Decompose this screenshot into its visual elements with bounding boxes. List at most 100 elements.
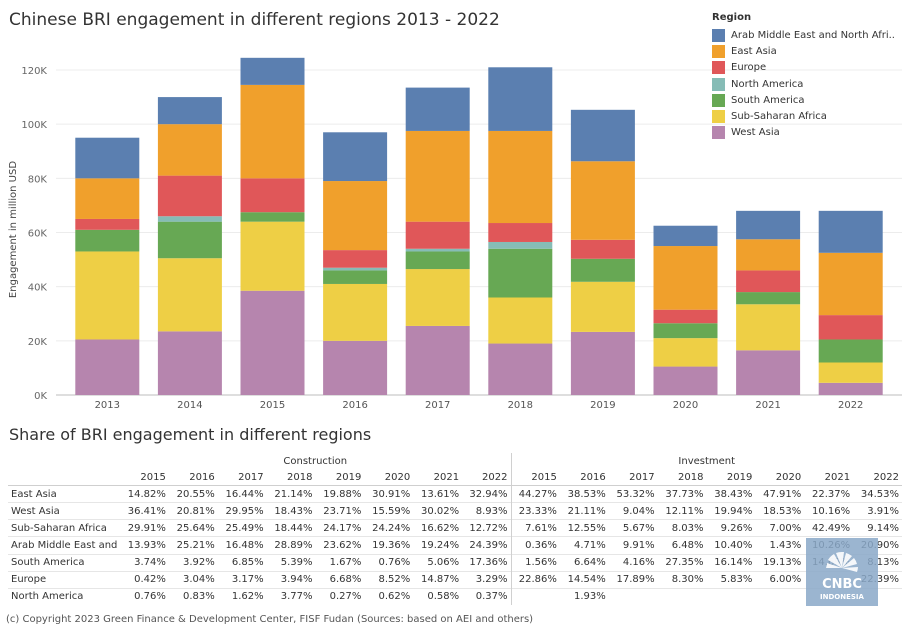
y-tick-label: 40K bbox=[28, 283, 48, 294]
year-header: 2017 bbox=[608, 469, 658, 487]
bar-segment bbox=[405, 251, 470, 270]
year-header: 2019 bbox=[315, 469, 365, 487]
x-tick-label: 2019 bbox=[590, 400, 615, 411]
year-header: 2016 bbox=[559, 469, 609, 487]
bar-segment bbox=[157, 97, 222, 125]
year-header: 2015 bbox=[120, 469, 169, 487]
table-cell: 16.14% bbox=[714, 557, 753, 569]
year-header: 2015 bbox=[510, 469, 560, 487]
group-header-investment: Investment bbox=[510, 453, 902, 470]
legend-title: Region bbox=[712, 12, 752, 23]
logo-text: CNBC bbox=[822, 577, 862, 592]
table-cell: 16.62% bbox=[420, 522, 460, 534]
year-header: 2016 bbox=[168, 469, 218, 487]
legend: Region Arab Middle East and North Afri..… bbox=[712, 12, 895, 141]
year-header: 2017 bbox=[217, 469, 267, 487]
table-cell: 6.48% bbox=[671, 540, 704, 552]
table-cell: 3.17% bbox=[231, 574, 264, 586]
bar-segment bbox=[736, 350, 801, 395]
table-cell bbox=[609, 588, 658, 605]
table-cell: 34.53% bbox=[860, 488, 899, 500]
table-cell: 3.94% bbox=[280, 574, 313, 586]
legend-swatch bbox=[712, 93, 725, 107]
table-cell: 8.52% bbox=[378, 574, 411, 586]
table-cell: 18.53% bbox=[763, 505, 802, 517]
table-cell: 9.91% bbox=[622, 540, 655, 552]
year-header: 2022 bbox=[462, 469, 511, 487]
table-cell: 0.76% bbox=[378, 557, 411, 569]
legend-item: North America bbox=[712, 76, 895, 92]
table-cell: 14.82% bbox=[127, 488, 166, 500]
bar-segment bbox=[323, 270, 388, 284]
table-cell: 19.36% bbox=[372, 540, 411, 552]
bar-segment bbox=[653, 309, 718, 324]
table-cell: 3.04% bbox=[182, 574, 215, 586]
y-tick-label: 20K bbox=[28, 337, 48, 348]
table-cell: 0.83% bbox=[182, 591, 215, 603]
legend-swatch bbox=[712, 44, 725, 58]
x-tick-label: 2022 bbox=[838, 400, 863, 411]
table-cell: 30.02% bbox=[420, 505, 460, 517]
bar-segment bbox=[570, 239, 635, 259]
table-cell: 0.36% bbox=[510, 536, 560, 555]
legend-item: East Asia bbox=[712, 43, 895, 59]
bar-segment bbox=[323, 250, 388, 268]
table-cell: 3.92% bbox=[182, 557, 215, 569]
x-tick-label: 2015 bbox=[260, 400, 285, 411]
table-cell: 6.85% bbox=[231, 557, 264, 569]
table-cell: 24.39% bbox=[469, 540, 508, 552]
bar-segment bbox=[157, 175, 222, 217]
row-label: Sub-Saharan Africa bbox=[11, 522, 107, 534]
chart-title: Chinese BRI engagement in different regi… bbox=[9, 10, 500, 30]
table-cell: 28.89% bbox=[274, 540, 313, 552]
table-cell: 8.13% bbox=[867, 557, 899, 569]
bar-segment bbox=[405, 325, 470, 395]
legend-swatch bbox=[712, 61, 725, 75]
bar-segment bbox=[157, 221, 222, 259]
table-cell: 10.16% bbox=[811, 505, 851, 517]
table-cell: 6.68% bbox=[329, 574, 362, 586]
legend-label: North America bbox=[731, 78, 804, 90]
stacked-bar-chart: 0K 20K 40K 60K 80K 100K 120K Engagement in mill… bbox=[8, 57, 902, 411]
table-row: East Asia 14.82% 20.55% 16.44% 21.14% 19.88% 3… bbox=[8, 485, 902, 503]
bar-segment bbox=[488, 343, 553, 395]
table-cell: 24.17% bbox=[323, 522, 362, 534]
table-cell: 22.37% bbox=[811, 488, 851, 500]
table-cell: 17.89% bbox=[616, 574, 655, 586]
table-cell: 29.91% bbox=[127, 522, 166, 534]
year-header: 2021 bbox=[804, 469, 854, 487]
y-tick-label: 100K bbox=[21, 120, 47, 131]
year-header: 2018 bbox=[266, 469, 316, 487]
cnbc-indonesia-logo: CNBC INDONESIA bbox=[806, 538, 878, 606]
bar-segment bbox=[736, 270, 801, 293]
bar-segment bbox=[157, 124, 222, 176]
row-label: Europe bbox=[11, 574, 47, 586]
legend-item: West Asia bbox=[712, 125, 895, 141]
table-cell bbox=[707, 588, 756, 605]
bar-segment bbox=[240, 178, 305, 213]
table-cell: 1.67% bbox=[329, 557, 362, 569]
bar-segment bbox=[736, 239, 801, 271]
bar-segment bbox=[818, 382, 883, 395]
bar-segment bbox=[240, 290, 305, 395]
table-cell: 23.62% bbox=[323, 540, 362, 552]
legend-label: East Asia bbox=[731, 45, 777, 57]
bar-segment bbox=[323, 340, 388, 395]
y-axis-label: Engagement in million USD bbox=[8, 161, 19, 298]
bar-segment bbox=[323, 267, 388, 271]
table-cell: 20.90% bbox=[860, 540, 899, 552]
table-cell: 47.91% bbox=[763, 488, 802, 500]
bar-segment bbox=[488, 223, 553, 242]
legend-label: Arab Middle East and North Afri.. bbox=[731, 29, 895, 41]
x-tick-label: 2014 bbox=[177, 400, 202, 411]
bar-segment bbox=[653, 225, 718, 247]
row-label: West Asia bbox=[11, 505, 60, 517]
bar-segment bbox=[570, 161, 635, 240]
table-cell: 19.94% bbox=[714, 505, 753, 517]
table-cell: 4.71% bbox=[573, 540, 606, 552]
year-header: 2019 bbox=[706, 469, 756, 487]
y-tick-label: 80K bbox=[28, 174, 48, 185]
table-cell: 42.49% bbox=[811, 522, 851, 534]
table-cell: 7.00% bbox=[769, 522, 802, 534]
legend-label: West Asia bbox=[731, 127, 780, 139]
